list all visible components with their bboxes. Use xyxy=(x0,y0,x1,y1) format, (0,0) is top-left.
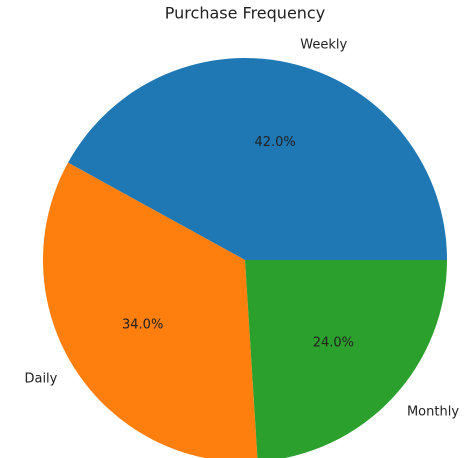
pie-slice xyxy=(245,260,447,458)
slice-label: Daily xyxy=(24,372,57,387)
value-label: 42.0% xyxy=(254,135,295,150)
slice-label: Monthly xyxy=(407,405,459,420)
slice-label: Weekly xyxy=(300,37,347,52)
value-label: 24.0% xyxy=(313,335,354,350)
pie-slice xyxy=(43,162,258,458)
value-label: 34.0% xyxy=(122,317,163,332)
pie-slice xyxy=(67,57,447,260)
chart-title: Purchase Frequency xyxy=(165,4,325,23)
